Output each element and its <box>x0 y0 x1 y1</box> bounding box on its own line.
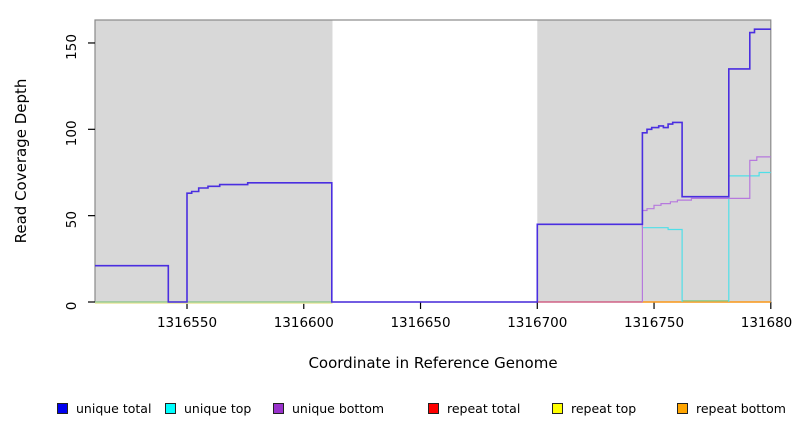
series-line-unique-total <box>95 28 771 303</box>
shaded-region <box>95 20 333 302</box>
legend-item-repeat-top: repeat top <box>552 398 636 418</box>
x-tick-label: 1316650 <box>390 315 450 331</box>
legend-swatch <box>428 402 439 414</box>
legend-item-repeat-bottom: repeat bottom <box>677 398 786 418</box>
data-lines <box>95 28 771 304</box>
y-tick-label: 150 <box>64 34 80 60</box>
legend-swatch <box>165 402 176 414</box>
shaded-region <box>537 20 771 302</box>
legend-item-unique-total: unique total <box>57 398 151 418</box>
legend-label: repeat total <box>447 400 521 416</box>
legend-swatch <box>677 402 688 414</box>
legend-item-unique-top: unique top <box>165 398 251 418</box>
legend-item-unique-bottom: unique bottom <box>273 398 384 418</box>
legend-label: repeat bottom <box>696 400 786 416</box>
legend: unique total unique top unique bottom repea… <box>0 398 792 420</box>
legend-label: unique bottom <box>292 400 385 416</box>
legend-label: repeat top <box>571 400 637 416</box>
legend-swatch <box>273 402 284 414</box>
x-axis-title: Coordinate in Reference Genome <box>308 354 557 372</box>
legend-swatch <box>57 402 68 414</box>
legend-item-repeat-total: repeat total <box>428 398 520 418</box>
legend-label: unique top <box>184 400 252 416</box>
series-line-unique-bottom <box>641 156 771 302</box>
y-tick-label: 100 <box>64 120 80 146</box>
shaded-regions <box>95 20 771 302</box>
x-tick-label: 1316550 <box>157 315 217 331</box>
y-tick-label: 0 <box>64 302 80 311</box>
coverage-plot: 1316550 1316600 1316650 1316700 1316750 13168… <box>12 19 792 372</box>
legend-swatch <box>552 402 563 414</box>
x-tick-label: 1316700 <box>507 315 567 331</box>
series-line-unique-top-b <box>728 171 771 302</box>
axis-ticks: 1316550 1316600 1316650 1316700 1316750 13168… <box>64 34 792 331</box>
legend-label: unique total <box>76 400 152 416</box>
y-tick-label: 50 <box>64 211 80 228</box>
y-axis-title: Read Coverage Depth <box>12 79 30 244</box>
x-tick-label: 1316750 <box>624 315 684 331</box>
x-tick-label: 1316600 <box>274 315 334 331</box>
